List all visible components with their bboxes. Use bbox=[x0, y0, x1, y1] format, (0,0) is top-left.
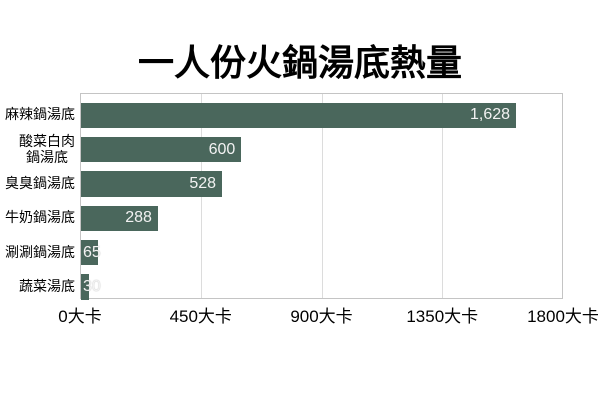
category-label-line: 鍋湯底 bbox=[26, 148, 68, 165]
gridline bbox=[321, 94, 323, 298]
chart-title: 一人份火鍋湯底熱量 bbox=[137, 42, 462, 83]
bar bbox=[81, 274, 90, 300]
category-label-line: 涮涮鍋湯底 bbox=[5, 243, 75, 260]
bar bbox=[81, 205, 158, 231]
bar-value-label: 1,628 bbox=[469, 106, 511, 124]
x-tick-label: 900大卡 bbox=[290, 307, 353, 326]
gridline bbox=[441, 94, 443, 298]
bar-value-label: 288 bbox=[125, 209, 152, 227]
category-label-line: 臭臭鍋湯底 bbox=[5, 174, 75, 191]
category-label: 麻辣鍋湯底 bbox=[5, 106, 75, 122]
plot-area: 1,628 600 528 288 65 30 bbox=[80, 93, 563, 300]
bar bbox=[81, 102, 517, 128]
category-label: 牛奶鍋湯底 bbox=[5, 209, 75, 225]
bar-value-label: 65 bbox=[83, 243, 101, 261]
category-label-line: 酸菜白肉 bbox=[19, 132, 75, 149]
category-label: 涮涮鍋湯底 bbox=[5, 244, 75, 260]
bar-value-label: 30 bbox=[83, 277, 101, 295]
x-tick-label: 1800大卡 bbox=[527, 307, 599, 326]
x-tick-label: 1350大卡 bbox=[406, 307, 479, 326]
category-label: 酸菜白肉 鍋湯底 bbox=[19, 133, 75, 165]
category-label-line: 蔬菜湯底 bbox=[19, 277, 75, 294]
bar bbox=[81, 171, 223, 197]
bar bbox=[81, 239, 99, 266]
bar-value-label: 600 bbox=[208, 140, 236, 158]
category-label-line: 麻辣鍋湯底 bbox=[5, 106, 75, 123]
category-label: 臭臭鍋湯底 bbox=[5, 175, 75, 191]
x-tick-label: 450大卡 bbox=[169, 307, 232, 326]
bar bbox=[81, 136, 242, 163]
category-label-line: 牛奶鍋湯底 bbox=[5, 209, 75, 226]
bar-value-label: 528 bbox=[189, 174, 217, 192]
x-tick-label: 0大卡 bbox=[58, 307, 102, 326]
category-label: 蔬菜湯底 bbox=[19, 278, 75, 294]
